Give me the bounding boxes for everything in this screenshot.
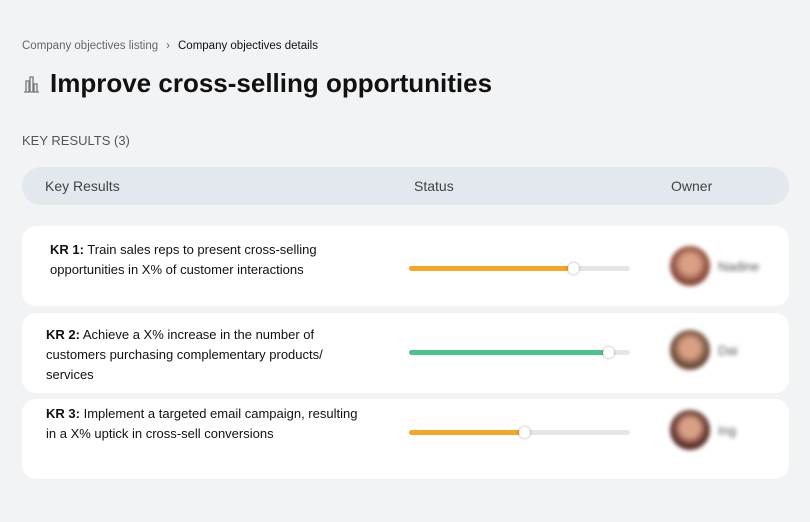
owner[interactable]: Nadine xyxy=(670,246,759,286)
avatar xyxy=(670,410,710,450)
chevron-right-icon: › xyxy=(166,40,170,52)
section-label: KEY RESULTS (3) xyxy=(22,133,130,148)
table-row[interactable]: KR 2: Achieve a X% increase in the numbe… xyxy=(22,313,789,393)
key-result-text: KR 1: Train sales reps to present cross-… xyxy=(50,240,370,280)
avatar xyxy=(670,330,710,370)
page-title: Improve cross-selling opportunities xyxy=(50,68,493,98)
progress-fill xyxy=(409,350,608,355)
breadcrumb-current: Company objectives details xyxy=(178,40,318,52)
progress-fill xyxy=(409,266,573,271)
page-header: Improve cross-selling opportunities xyxy=(22,68,492,99)
header-owner: Owner xyxy=(671,178,713,194)
header-key-results: Key Results xyxy=(45,178,120,194)
key-result-text: KR 3: Implement a targeted email campaig… xyxy=(46,404,366,444)
table-row[interactable]: KR 1: Train sales reps to present cross-… xyxy=(22,226,789,306)
building-chart-icon xyxy=(24,75,39,93)
owner-name: Ing xyxy=(718,422,737,438)
owner[interactable]: Dai xyxy=(670,330,738,370)
header-status: Status xyxy=(414,178,454,194)
breadcrumb-link-listing[interactable]: Company objectives listing xyxy=(22,40,159,52)
key-result-description: Train sales reps to present cross-sellin… xyxy=(50,242,317,277)
owner[interactable]: Ing xyxy=(670,410,736,450)
progress-knob[interactable] xyxy=(602,347,614,358)
breadcrumb: Company objectives listing › Company obj… xyxy=(22,40,318,52)
table-row[interactable]: KR 3: Implement a targeted email campaig… xyxy=(22,399,789,479)
key-result-prefix: KR 3: xyxy=(46,406,80,421)
key-result-description: Implement a targeted email campaign, res… xyxy=(46,406,358,441)
avatar xyxy=(670,246,710,286)
table-header: Key Results Status Owner xyxy=(22,167,789,205)
progress-fill xyxy=(409,430,524,435)
progress-bar xyxy=(409,347,630,358)
key-result-text: KR 2: Achieve a X% increase in the numbe… xyxy=(46,325,366,385)
owner-name: Nadine xyxy=(718,258,760,274)
key-result-prefix: KR 1: xyxy=(50,242,84,257)
owner-name: Dai xyxy=(718,342,738,358)
progress-bar xyxy=(409,427,630,438)
progress-knob[interactable] xyxy=(518,427,530,438)
progress-knob[interactable] xyxy=(567,263,579,274)
progress-bar xyxy=(409,263,630,274)
key-result-prefix: KR 2: xyxy=(46,327,80,342)
key-result-description: Achieve a X% increase in the number of c… xyxy=(46,327,323,382)
